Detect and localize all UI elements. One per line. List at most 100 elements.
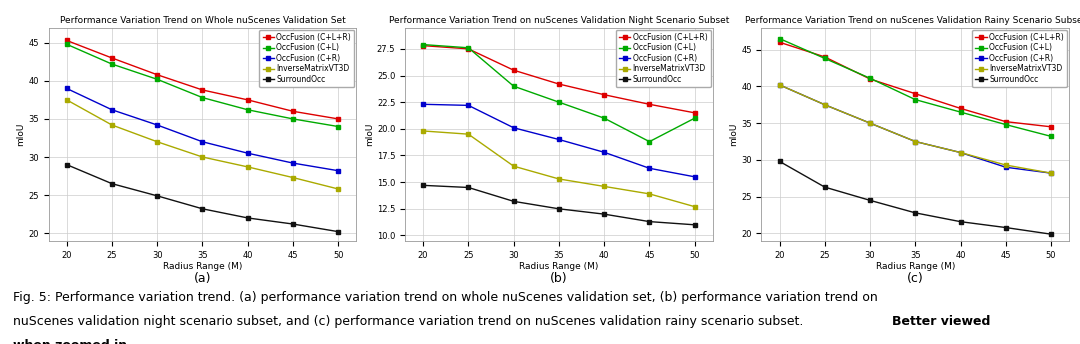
- OccFusion (C+R): [195, 140, 208, 144]
- InverseMatrixVT3D: [773, 83, 786, 87]
- Title: Performance Variation Trend on nuScenes Validation Night Scenario Subset: Performance Variation Trend on nuScenes …: [389, 17, 729, 25]
- InverseMatrixVT3D: [286, 175, 299, 180]
- InverseMatrixVT3D: [954, 150, 967, 154]
- OccFusion (C+L+R): [864, 77, 877, 81]
- Line: InverseMatrixVT3D: InverseMatrixVT3D: [65, 98, 340, 191]
- X-axis label: Radius Range (M): Radius Range (M): [519, 262, 598, 271]
- OccFusion (C+L): [597, 116, 610, 120]
- Line: OccFusion (C+R): OccFusion (C+R): [65, 86, 340, 173]
- OccFusion (C+L+R): [417, 44, 430, 48]
- Line: OccFusion (C+L+R): OccFusion (C+L+R): [421, 44, 697, 115]
- InverseMatrixVT3D: [462, 132, 475, 136]
- SurroundOcc: [151, 194, 164, 198]
- SurroundOcc: [909, 211, 922, 215]
- SurroundOcc: [643, 219, 656, 224]
- Text: Better viewed: Better viewed: [892, 315, 990, 328]
- OccFusion (C+L+R): [195, 88, 208, 92]
- OccFusion (C+L): [819, 56, 832, 61]
- SurroundOcc: [508, 199, 521, 203]
- OccFusion (C+L): [909, 98, 922, 102]
- Text: Fig. 5: Performance variation trend. (a) performance variation trend on whole nu: Fig. 5: Performance variation trend. (a)…: [13, 291, 878, 304]
- OccFusion (C+L): [999, 122, 1012, 127]
- InverseMatrixVT3D: [60, 98, 73, 102]
- Line: OccFusion (C+L): OccFusion (C+L): [421, 43, 697, 144]
- OccFusion (C+L): [864, 76, 877, 80]
- OccFusion (C+L): [552, 100, 565, 104]
- OccFusion (C+L+R): [688, 111, 701, 115]
- OccFusion (C+L): [688, 116, 701, 120]
- InverseMatrixVT3D: [819, 103, 832, 107]
- OccFusion (C+L): [106, 62, 119, 66]
- Text: (b): (b): [550, 272, 568, 285]
- SurroundOcc: [999, 226, 1012, 230]
- X-axis label: Radius Range (M): Radius Range (M): [876, 262, 955, 271]
- OccFusion (C+L): [417, 43, 430, 47]
- Line: OccFusion (C+L+R): OccFusion (C+L+R): [65, 39, 340, 121]
- InverseMatrixVT3D: [332, 187, 345, 191]
- OccFusion (C+R): [151, 123, 164, 127]
- Line: OccFusion (C+L+R): OccFusion (C+L+R): [778, 40, 1053, 129]
- OccFusion (C+R): [60, 86, 73, 90]
- OccFusion (C+L+R): [508, 68, 521, 72]
- Line: InverseMatrixVT3D: InverseMatrixVT3D: [421, 129, 697, 209]
- OccFusion (C+L): [773, 36, 786, 41]
- Title: Performance Variation Trend on nuScenes Validation Rainy Scenario Subset: Performance Variation Trend on nuScenes …: [745, 17, 1080, 25]
- SurroundOcc: [954, 219, 967, 224]
- InverseMatrixVT3D: [151, 140, 164, 144]
- InverseMatrixVT3D: [643, 192, 656, 196]
- SurroundOcc: [864, 198, 877, 202]
- InverseMatrixVT3D: [909, 139, 922, 143]
- Line: InverseMatrixVT3D: InverseMatrixVT3D: [778, 83, 1053, 175]
- OccFusion (C+L+R): [999, 120, 1012, 124]
- InverseMatrixVT3D: [864, 121, 877, 125]
- Legend: OccFusion (C+L+R), OccFusion (C+L), OccFusion (C+R), InverseMatrixVT3D, Surround: OccFusion (C+L+R), OccFusion (C+L), OccF…: [616, 30, 711, 87]
- InverseMatrixVT3D: [417, 129, 430, 133]
- OccFusion (C+R): [773, 83, 786, 87]
- Line: OccFusion (C+R): OccFusion (C+R): [778, 83, 1053, 175]
- SurroundOcc: [688, 223, 701, 227]
- OccFusion (C+L+R): [332, 117, 345, 121]
- Text: (c): (c): [907, 272, 923, 285]
- SurroundOcc: [195, 207, 208, 211]
- OccFusion (C+L+R): [909, 92, 922, 96]
- OccFusion (C+L): [954, 110, 967, 114]
- OccFusion (C+L+R): [552, 82, 565, 86]
- OccFusion (C+L): [462, 46, 475, 50]
- Legend: OccFusion (C+L+R), OccFusion (C+L), OccFusion (C+R), InverseMatrixVT3D, Surround: OccFusion (C+L+R), OccFusion (C+L), OccF…: [972, 30, 1067, 87]
- Legend: OccFusion (C+L+R), OccFusion (C+L), OccFusion (C+R), InverseMatrixVT3D, Surround: OccFusion (C+L+R), OccFusion (C+L), OccF…: [259, 30, 354, 87]
- OccFusion (C+R): [909, 139, 922, 143]
- OccFusion (C+R): [954, 150, 967, 154]
- OccFusion (C+R): [508, 126, 521, 130]
- Line: SurroundOcc: SurroundOcc: [65, 163, 340, 234]
- OccFusion (C+L): [332, 125, 345, 129]
- OccFusion (C+L): [60, 42, 73, 46]
- InverseMatrixVT3D: [552, 177, 565, 181]
- OccFusion (C+L): [643, 140, 656, 144]
- SurroundOcc: [60, 163, 73, 167]
- OccFusion (C+R): [597, 150, 610, 154]
- Line: SurroundOcc: SurroundOcc: [421, 183, 697, 227]
- SurroundOcc: [819, 185, 832, 189]
- OccFusion (C+L+R): [819, 55, 832, 59]
- OccFusion (C+L+R): [1044, 125, 1057, 129]
- SurroundOcc: [552, 207, 565, 211]
- InverseMatrixVT3D: [688, 205, 701, 209]
- OccFusion (C+L+R): [60, 39, 73, 43]
- SurroundOcc: [106, 182, 119, 186]
- OccFusion (C+L): [241, 108, 254, 112]
- OccFusion (C+L+R): [462, 47, 475, 51]
- Title: Performance Variation Trend on Whole nuScenes Validation Set: Performance Variation Trend on Whole nuS…: [59, 17, 346, 25]
- OccFusion (C+R): [688, 175, 701, 179]
- SurroundOcc: [597, 212, 610, 216]
- Y-axis label: mIoU: mIoU: [16, 122, 26, 146]
- OccFusion (C+L): [508, 84, 521, 88]
- Line: SurroundOcc: SurroundOcc: [778, 159, 1053, 236]
- OccFusion (C+R): [106, 108, 119, 112]
- OccFusion (C+L+R): [286, 109, 299, 114]
- OccFusion (C+L): [1044, 134, 1057, 138]
- Y-axis label: mIoU: mIoU: [729, 122, 739, 146]
- Y-axis label: mIoU: mIoU: [365, 122, 374, 146]
- InverseMatrixVT3D: [1044, 171, 1057, 175]
- OccFusion (C+R): [417, 102, 430, 106]
- Line: OccFusion (C+L): OccFusion (C+L): [65, 42, 340, 129]
